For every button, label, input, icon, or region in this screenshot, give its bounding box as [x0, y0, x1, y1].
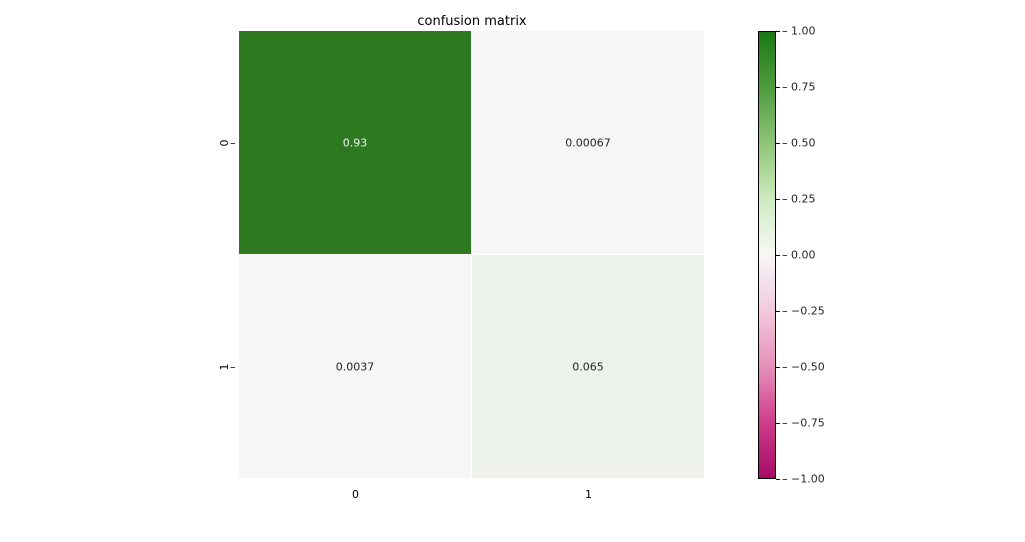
colorbar-tick-label: – 0.25 — [782, 193, 816, 206]
heatmap-cell-value: 0.00067 — [565, 136, 611, 149]
heatmap-cell: 0.0037 — [239, 255, 472, 479]
colorbar-tick-value: 0.50 — [791, 137, 816, 150]
chart-title: confusion matrix — [417, 14, 526, 29]
colorbar-tick-dash-glyph: – — [782, 305, 791, 318]
colorbar-tick-value: −0.75 — [791, 417, 825, 430]
colorbar-tick-mark — [776, 367, 780, 368]
colorbar-tick-mark — [776, 255, 780, 256]
heatmap-cell: 0.00067 — [472, 31, 705, 255]
heatmap-cell: 0.065 — [472, 255, 705, 479]
y-tick-mark: – — [230, 137, 236, 150]
colorbar-tick-value: −0.50 — [791, 361, 825, 374]
colorbar-tick-mark — [776, 31, 780, 32]
x-tick-label: 1 — [585, 488, 592, 501]
y-tick: 0 — [221, 137, 228, 150]
colorbar-tick-label: – 1.00 — [782, 25, 816, 38]
colorbar-tick-mark — [776, 423, 780, 424]
colorbar-tick-label: – −0.75 — [782, 417, 825, 430]
colorbar-tick-value: −0.25 — [791, 305, 825, 318]
colorbar-tick-mark — [776, 199, 780, 200]
x-tick-label: 0 — [352, 488, 359, 501]
colorbar-tick-value: 0.00 — [791, 249, 816, 262]
colorbar-tick-value: −1.00 — [791, 473, 825, 486]
confusion-matrix-heatmap: 0.93 0.00067 0.0037 0.065 — [239, 31, 705, 479]
colorbar-tick-label: – −0.50 — [782, 361, 825, 374]
colorbar-tick-dash-glyph: – — [782, 361, 791, 374]
colorbar-tick-dash-glyph: – — [782, 25, 791, 38]
colorbar-tick-mark — [776, 479, 780, 480]
y-tick: 1 — [221, 361, 228, 374]
colorbar-tick-mark — [776, 311, 780, 312]
colorbar-tick-label: – 0.00 — [782, 249, 816, 262]
chart-title-text: confusion matrix — [417, 14, 526, 29]
colorbar-tick-mark — [776, 87, 780, 88]
colorbar-tick-dash-glyph: – — [782, 193, 791, 206]
heatmap-cell: 0.93 — [239, 31, 472, 255]
colorbar-tick-dash-glyph: – — [782, 137, 791, 150]
y-tick-mark: – — [230, 361, 236, 374]
colorbar — [758, 31, 776, 479]
colorbar-tick-value: 1.00 — [791, 25, 816, 38]
colorbar-tick-dash-glyph: – — [782, 417, 791, 430]
colorbar-tick-label: – 0.50 — [782, 137, 816, 150]
colorbar-tick-mark — [776, 143, 780, 144]
heatmap-cell-value: 0.93 — [343, 136, 368, 149]
heatmap-cell-value: 0.065 — [572, 360, 604, 373]
colorbar-tick-dash-glyph: – — [782, 473, 791, 486]
colorbar-tick-label: – −0.25 — [782, 305, 825, 318]
colorbar-tick-dash-glyph: – — [782, 81, 791, 94]
colorbar-tick-dash-glyph: – — [782, 249, 791, 262]
colorbar-tick-label: – 0.75 — [782, 81, 816, 94]
colorbar-tick-label: – −1.00 — [782, 473, 825, 486]
heatmap-cell-value: 0.0037 — [336, 360, 375, 373]
colorbar-tick-value: 0.25 — [791, 193, 816, 206]
colorbar-tick-value: 0.75 — [791, 81, 816, 94]
